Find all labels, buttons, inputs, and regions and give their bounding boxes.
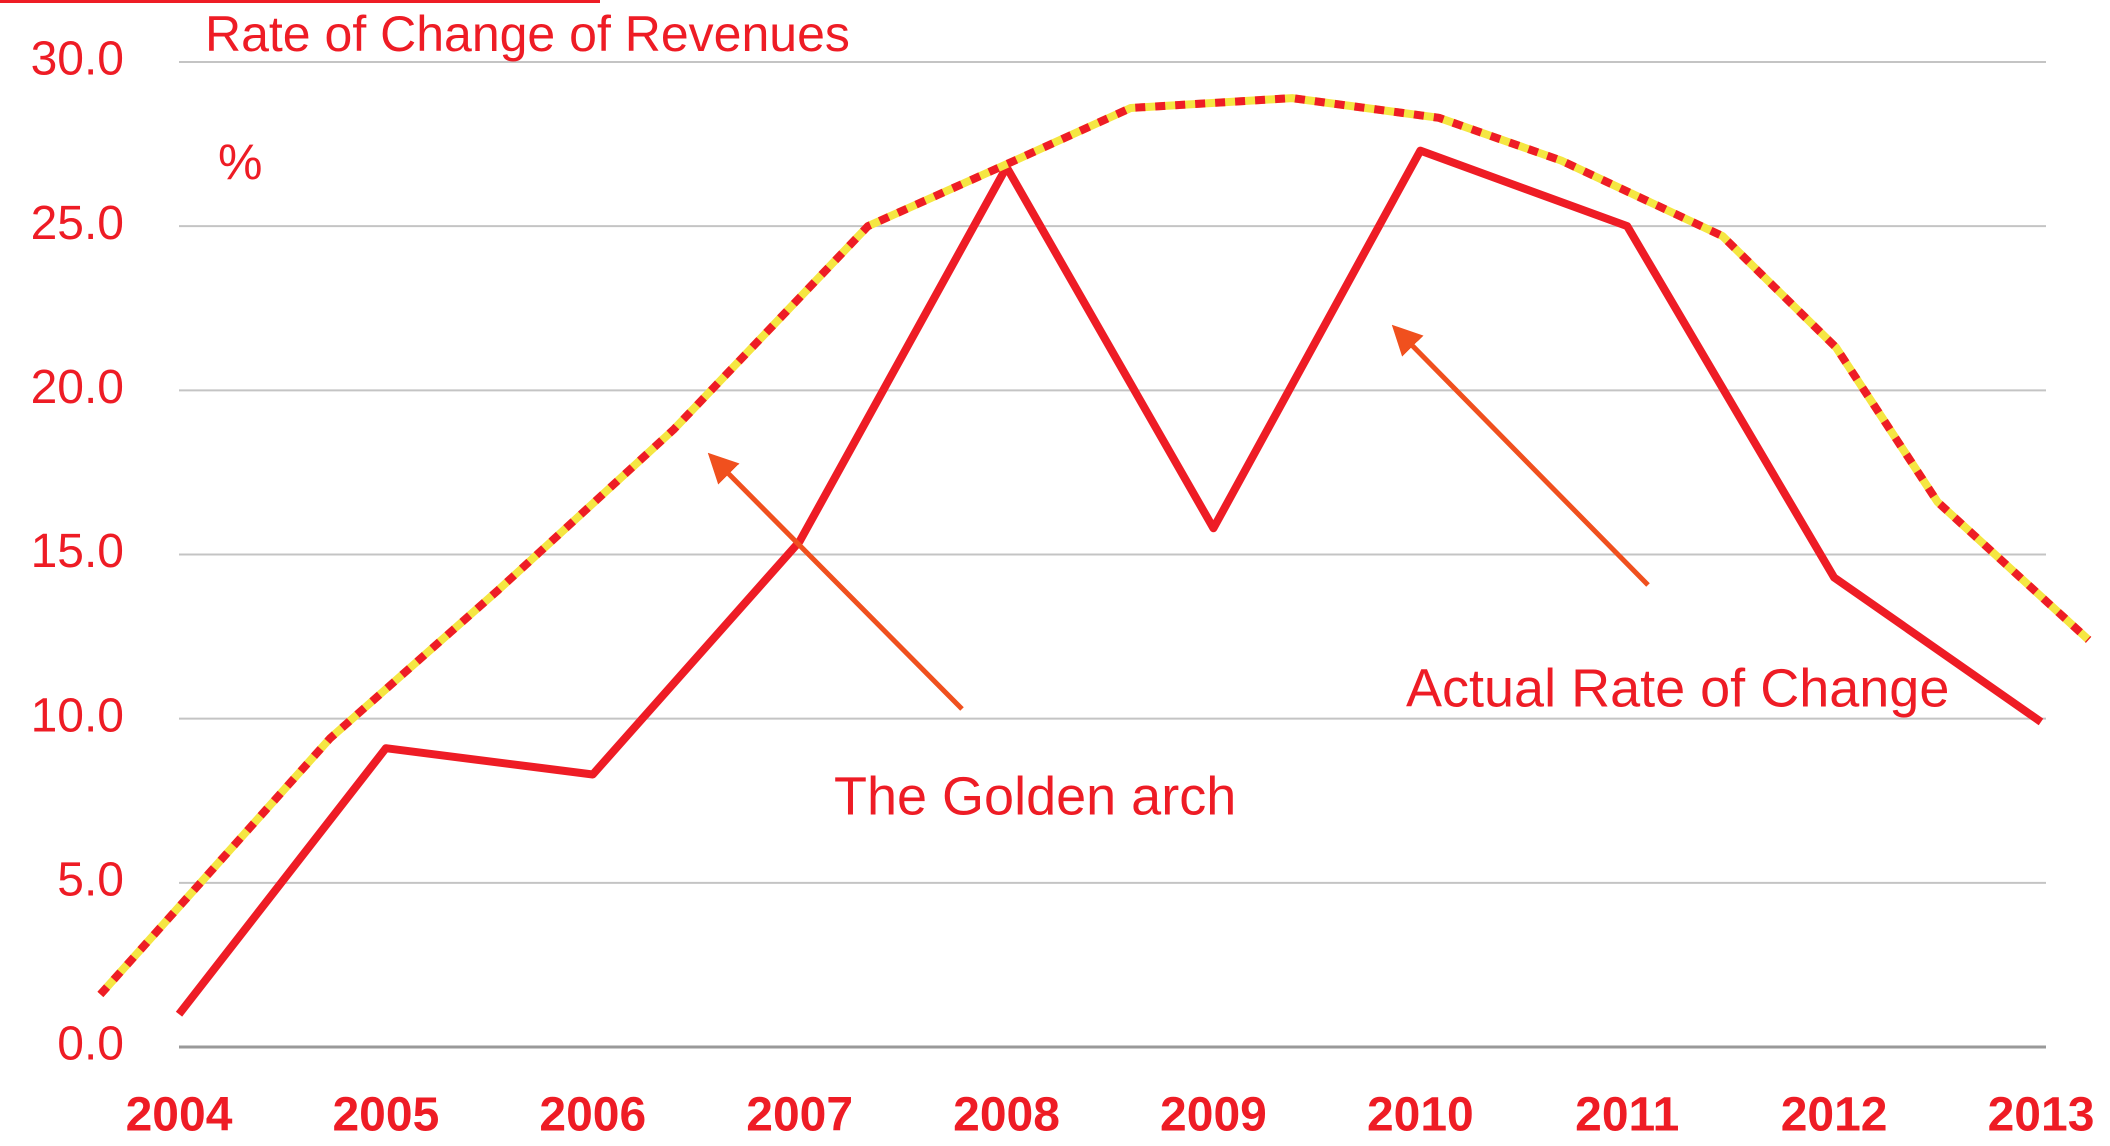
x-tick-label: 2010: [1367, 1089, 1474, 1142]
x-tick-label: 2007: [746, 1089, 853, 1142]
annotation: The Golden arch: [834, 766, 1236, 826]
x-tick-label: 2006: [539, 1089, 646, 1142]
y-tick-label: 0.0: [57, 1018, 124, 1071]
arrow: [1391, 324, 1650, 587]
y-tick-label: 20.0: [31, 361, 124, 414]
lines: [97, 94, 2092, 1017]
x-tick-label: 2012: [1781, 1089, 1888, 1142]
x-tick-label: 2005: [332, 1089, 439, 1142]
chart-title: Rate of Change of Revenues: [205, 6, 850, 62]
x-tick-label: 2013: [1988, 1089, 2095, 1142]
annotation: Actual Rate of Change: [1406, 658, 1949, 718]
y-tick-label: 25.0: [31, 197, 124, 250]
x-tick-label: 2008: [953, 1089, 1060, 1142]
y-tick-label: 30.0: [31, 33, 124, 86]
y-tick-label: 10.0: [31, 689, 124, 742]
arch-line-base: [97, 94, 2092, 998]
x-tick-label: 2009: [1160, 1089, 1267, 1142]
data-line: [175, 146, 2044, 1017]
grid: [179, 61, 2046, 1049]
arrow: [707, 452, 964, 711]
arch-line: [97, 94, 2092, 998]
x-tick-label: 2011: [1575, 1089, 1679, 1142]
y-unit-label: %: [218, 134, 262, 190]
y-tick-label: 5.0: [57, 854, 124, 907]
x-tick-label: 2004: [126, 1089, 233, 1142]
y-tick-label: 15.0: [31, 525, 124, 578]
top-strip: [0, 0, 600, 3]
